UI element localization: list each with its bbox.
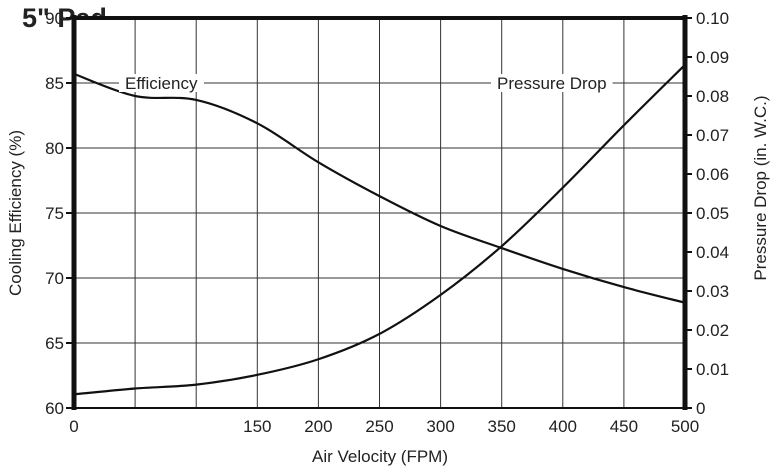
series-label-pressure-drop: Pressure Drop (497, 74, 607, 93)
series-line-efficiency (73, 72, 686, 304)
x-axis-title: Air Velocity (FPM) (312, 447, 448, 466)
right-y-tick-label: 0.04 (696, 243, 729, 262)
left-y-tick-label: 70 (45, 269, 64, 288)
right-y-axis-title: Pressure Drop (in. W.C.) (751, 95, 770, 280)
left-y-tick-label: 85 (45, 74, 64, 93)
right-y-tick-label: 0.03 (696, 282, 729, 301)
x-tick-labels: 0 150 200 250 300 350 400 450 500 (69, 417, 699, 436)
x-tick-label: 0 (69, 417, 78, 436)
x-tick-label: 150 (243, 417, 271, 436)
right-y-tick-label: 0.01 (696, 360, 729, 379)
x-tick-label: 200 (304, 417, 332, 436)
right-y-tick-label: 0.02 (696, 321, 729, 340)
series-lines (73, 64, 686, 396)
left-y-tick-label: 75 (45, 204, 64, 223)
gridlines (74, 18, 685, 408)
series-label-efficiency: Efficiency (125, 74, 198, 93)
right-y-tick-label: 0.08 (696, 87, 729, 106)
right-y-tick-label: 0 (696, 399, 705, 418)
left-y-tick-label: 60 (45, 399, 64, 418)
x-tick-label: 300 (426, 417, 454, 436)
right-y-tick-label: 0.07 (696, 126, 729, 145)
left-y-tick-label: 65 (45, 334, 64, 353)
right-y-tick-labels: 0 0.01 0.02 0.03 0.04 0.05 0.06 0.07 0.08 0.09 0.1… (685, 9, 729, 418)
series-label-bg (491, 74, 613, 92)
x-tick-label: 450 (610, 417, 638, 436)
series-label-bg (119, 74, 204, 92)
series-line-pressure-drop (73, 64, 686, 396)
right-y-tick-label: 0.05 (696, 204, 729, 223)
x-tick-label: 250 (365, 417, 393, 436)
left-y-tick-label: 80 (45, 139, 64, 158)
series-labels: Efficiency Pressure Drop (119, 74, 613, 93)
x-tick-label: 500 (671, 417, 699, 436)
left-y-axis-title: Cooling Efficiency (%) (6, 130, 25, 296)
x-tick-label: 350 (488, 417, 516, 436)
right-y-tick-label: 0.10 (696, 9, 729, 28)
left-y-tick-labels: 60 65 70 75 80 85 90 (45, 9, 74, 418)
x-tick-label: 400 (549, 417, 577, 436)
left-y-tick-label: 90 (45, 9, 64, 28)
right-y-tick-label: 0.06 (696, 165, 729, 184)
right-y-tick-label: 0.09 (696, 48, 729, 67)
